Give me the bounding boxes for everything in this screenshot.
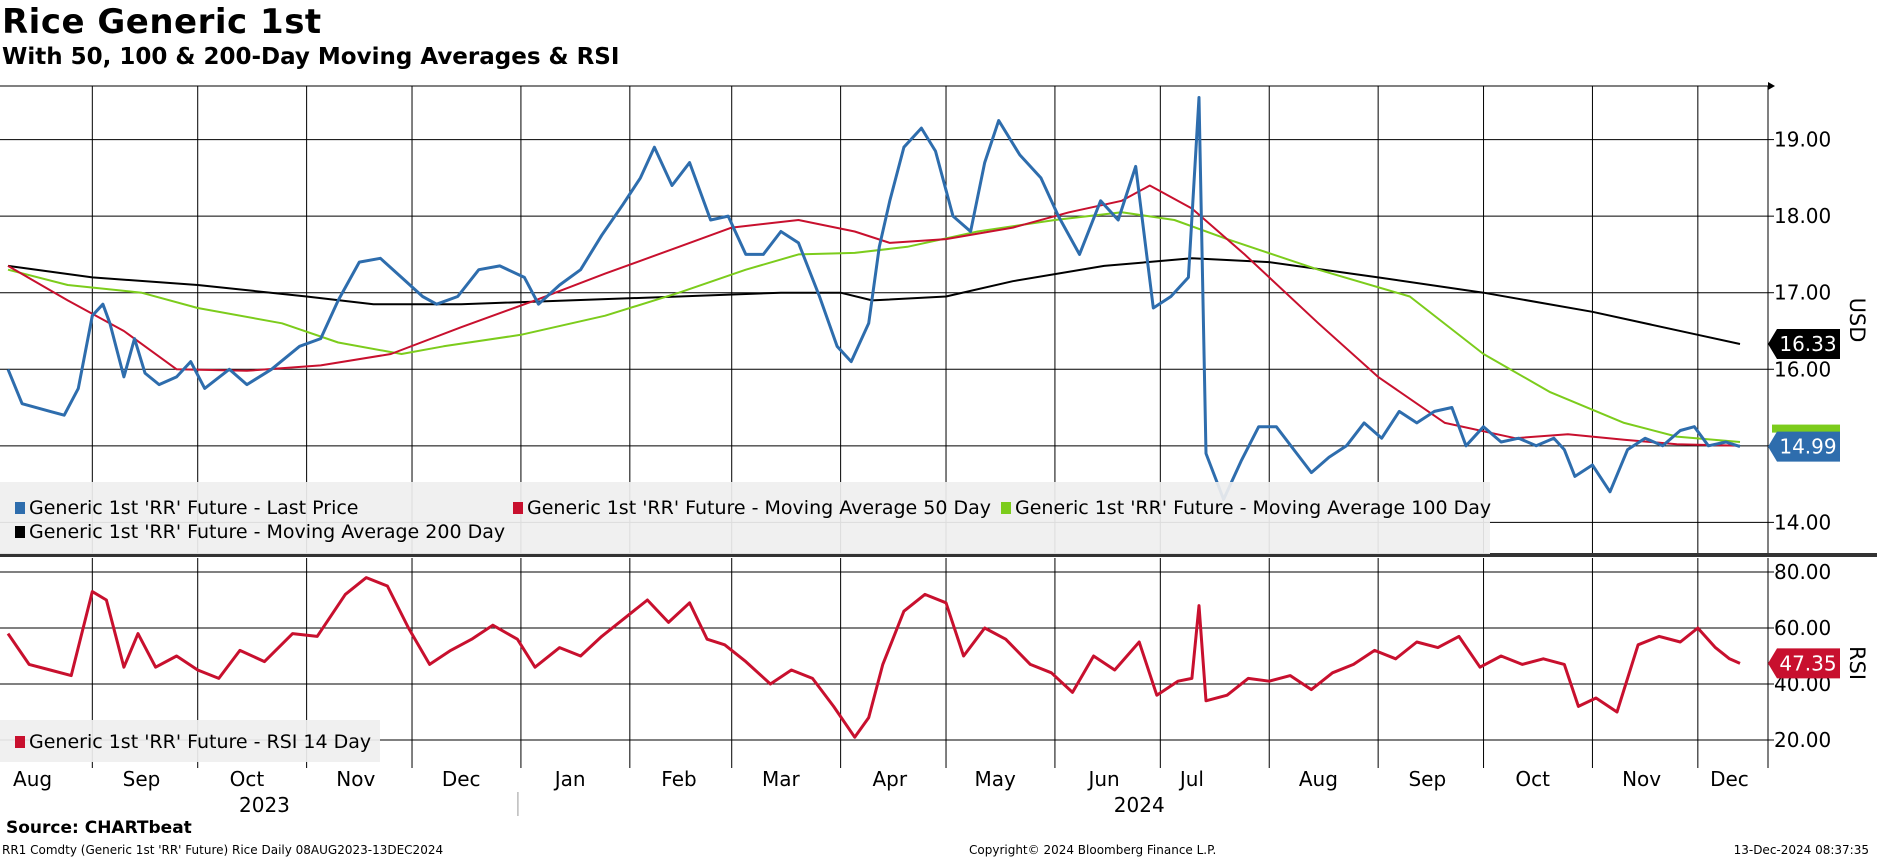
chart-subtitle: With 50, 100 & 200-Day Moving Averages &… [2,44,620,70]
series-line-last-price [6,96,1741,501]
last-value-tag-rsi-shape [1768,648,1840,679]
x-tick-label-month: Dec [1710,767,1749,791]
last-value-tag-last-price: 14.99 [1768,431,1840,462]
last-value-tag-ma200-shape [1768,328,1840,359]
price-y-tick-label: 18.00 [1774,204,1831,228]
copyright-note: Copyright© 2024 Bloomberg Finance L.P. [969,843,1217,857]
x-tick-label-month: Aug [1299,767,1338,791]
x-tick-label-month: Oct [230,767,265,791]
rsi-y-tick-label: 60.00 [1774,616,1831,640]
price-y-tick-label: 19.00 [1774,128,1831,152]
legend-last-price-label: Generic 1st 'RR' Future - Last Price [29,497,359,519]
x-tick-label-month: Sep [123,767,161,791]
series-line-rsi [6,576,1741,739]
rsi-legend-box [0,720,380,762]
chart-title: Rice Generic 1st [2,2,322,42]
legend-ma200-swatch [15,526,25,538]
x-tick-label-month: Oct [1515,767,1550,791]
series-line-ma100 [7,211,1741,443]
source-note: Source: CHARTbeat [6,818,192,838]
legend-ma50-label: Generic 1st 'RR' Future - Moving Average… [527,497,991,519]
price-legend-box [0,482,1490,554]
legend-ma200-label: Generic 1st 'RR' Future - Moving Average… [29,521,505,543]
x-tick-label-month: Mar [762,767,801,791]
legend-rsi-label: Generic 1st 'RR' Future - RSI 14 Day [29,731,371,753]
last-value-tag-last-price-shape [1768,431,1840,462]
legend-last-price-swatch [15,502,25,514]
x-tick-label-month: Jun [1086,767,1119,791]
last-value-tag-ma100-edge [1772,424,1840,433]
x-tick-label-month: May [975,767,1017,791]
rsi-y-axis-title: RSI [1845,646,1869,680]
price-y-tick-label: 14.00 [1774,510,1831,534]
last-value-tag-last-price-text: 14.99 [1779,435,1836,459]
last-value-tag-ma200: 16.33 [1768,328,1840,359]
x-tick-label-year: 2024 [1114,793,1165,817]
x-tick-label-month: Sep [1408,767,1446,791]
panel-separator [0,553,1877,557]
price-y-tick-label: 16.00 [1774,357,1831,381]
legend-ma50-swatch [513,502,523,514]
x-tick-label-year: 2023 [239,793,290,817]
legend-ma100-label: Generic 1st 'RR' Future - Moving Average… [1015,497,1491,519]
rsi-y-tick-label: 80.00 [1774,560,1831,584]
x-tick-label-month: Dec [442,767,481,791]
security-description: RR1 Comdty (Generic 1st 'RR' Future) Ric… [2,843,444,857]
x-tick-label-month: Jul [1178,767,1204,791]
series-line-ma200 [7,257,1741,345]
rsi-y-tick-label: 20.00 [1774,728,1831,752]
last-value-tag-ma200-text: 16.33 [1779,332,1836,356]
x-tick-label-month: Nov [336,767,375,791]
x-tick-label-month: Feb [661,767,696,791]
x-tick-label-month: Jan [553,767,586,791]
x-tick-label-month: Aug [13,767,52,791]
price-y-axis-title: USD [1845,298,1869,343]
axis-arrow-marker [1768,82,1775,90]
x-tick-label-month: Apr [873,767,908,791]
timestamp: 13-Dec-2024 08:37:35 [1733,843,1869,857]
series-line-ma50 [7,184,1741,447]
last-value-tag-rsi: 47.35 [1768,648,1840,679]
legend-ma100-swatch [1001,502,1011,514]
x-tick-label-month: Nov [1622,767,1661,791]
legend-rsi-swatch [15,736,25,748]
price-y-tick-label: 17.00 [1774,281,1831,305]
last-value-tag-rsi-text: 47.35 [1779,651,1836,675]
